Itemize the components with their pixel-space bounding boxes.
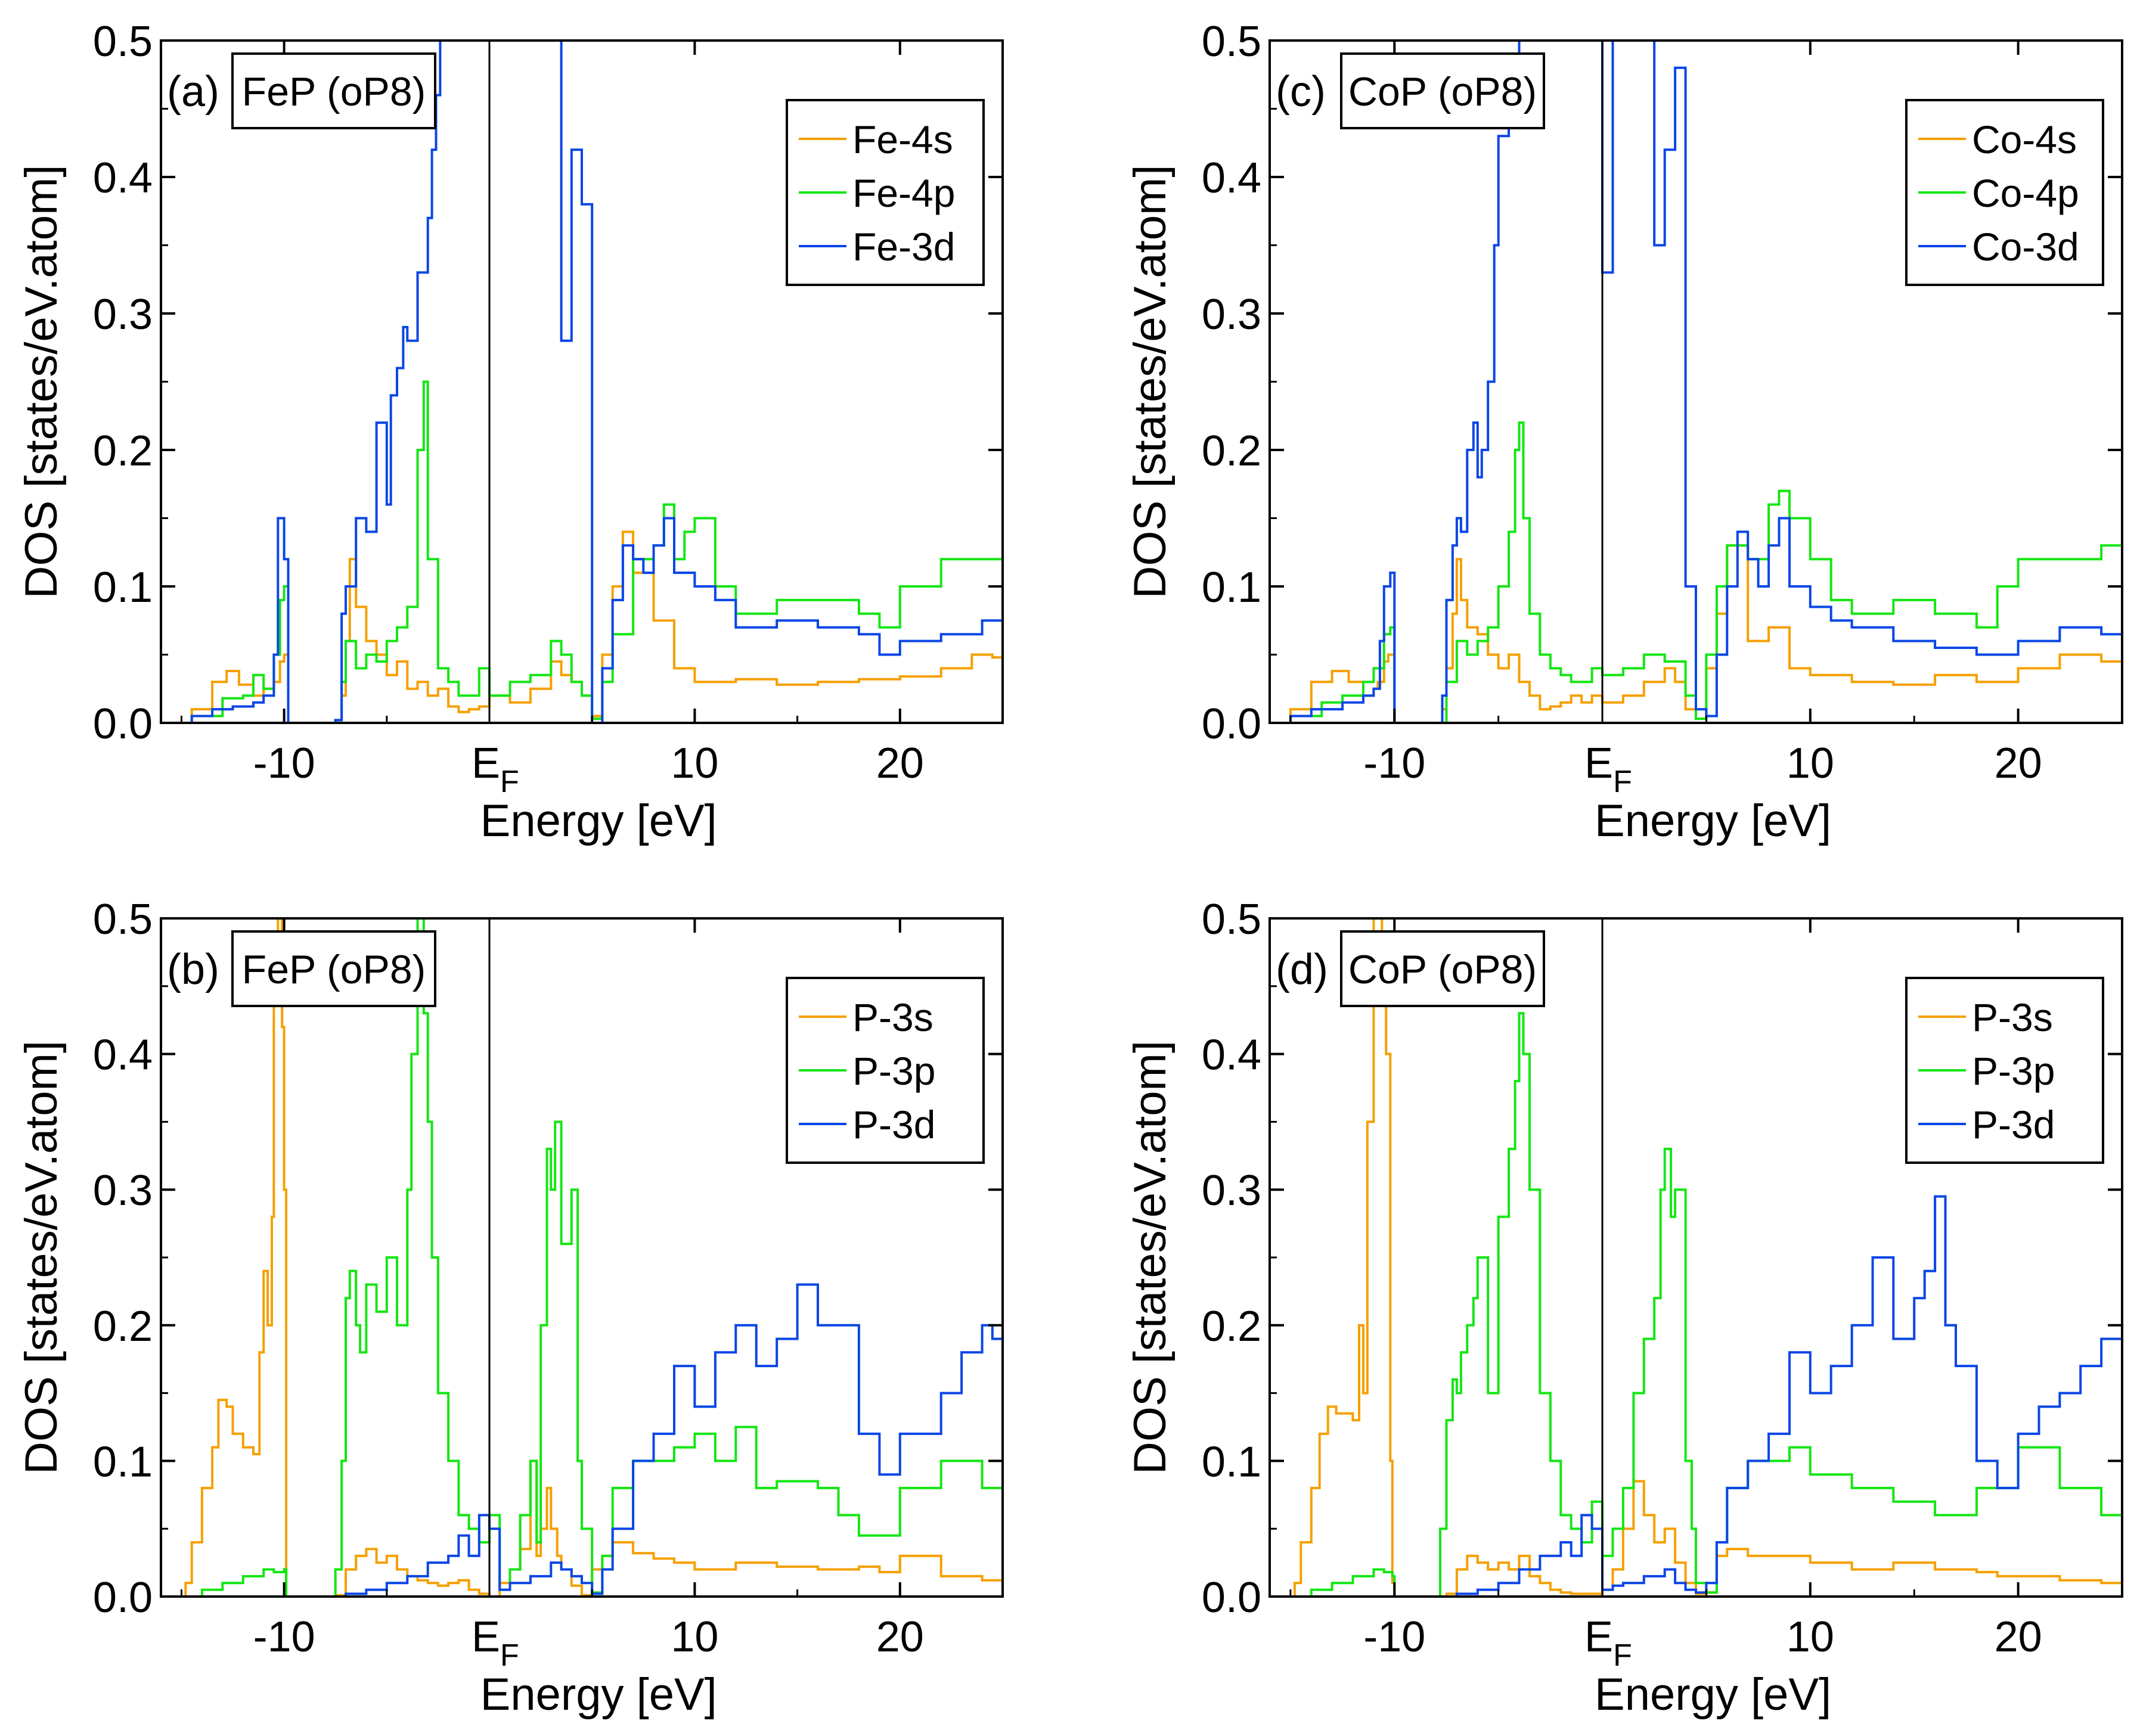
- fermi-tick-label: EF: [1584, 1613, 1632, 1673]
- panel-letter: (b): [167, 946, 219, 993]
- legend-label-p-3p: P-3p: [1972, 1049, 2055, 1093]
- y-tick-label: 0.4: [1202, 154, 1261, 202]
- y-tick-label: 0.1: [1202, 564, 1261, 611]
- y-tick-label: 0.5: [93, 896, 153, 943]
- y-axis-title: DOS [states/eV.atom]: [16, 1041, 67, 1474]
- y-tick-label: 0.2: [93, 1303, 153, 1350]
- y-tick-label: 0.5: [93, 18, 153, 66]
- panel-letter: (a): [167, 68, 219, 116]
- legend-box: [786, 977, 985, 1164]
- legend-label-p-3d: P-3d: [852, 1103, 935, 1147]
- series-line-p-3p: [1286, 1012, 2122, 1597]
- series-line-p-3s: [177, 918, 1003, 1597]
- x-tick-label: 20: [1995, 1613, 2042, 1661]
- x-axis-title: Energy [eV]: [1595, 1669, 1831, 1720]
- series-line-fe-4p: [177, 380, 1003, 723]
- x-tick-label: -10: [1363, 740, 1425, 787]
- series-line-co-4p: [1270, 421, 2122, 723]
- series-line-p-3d: [1286, 1195, 2122, 1597]
- x-tick-label: 10: [671, 1613, 718, 1661]
- series-line-p-3p: [177, 918, 1003, 1597]
- y-tick-label: 0.1: [93, 1438, 153, 1486]
- series-line-co-4s: [1270, 544, 2122, 723]
- legend-label-p-3s: P-3s: [1972, 995, 2053, 1039]
- fermi-tick-label: EF: [1584, 740, 1632, 799]
- x-tick-label: -10: [253, 740, 315, 787]
- legend-label-p-3d: P-3d: [1972, 1103, 2055, 1147]
- series-line-co-3d: [1270, 41, 2122, 723]
- y-tick-label: 0.5: [1202, 18, 1261, 66]
- legend-label-p-3p: P-3p: [852, 1049, 935, 1093]
- legend-label-p-3s: P-3s: [852, 995, 933, 1039]
- y-tick-label: 0.2: [1202, 427, 1261, 475]
- series-line-fe-3d: [177, 41, 1003, 723]
- y-tick-label: 0.3: [1202, 1167, 1261, 1215]
- compound-label-box: [1340, 930, 1545, 1007]
- y-tick-label: 0.3: [93, 291, 153, 338]
- series-line-fe-4s: [177, 530, 1003, 723]
- y-tick-label: 0.0: [1202, 700, 1261, 748]
- y-tick-label: 0.0: [93, 1574, 153, 1622]
- x-axis-title: Energy [eV]: [480, 796, 717, 846]
- x-tick-label: -10: [1363, 1613, 1425, 1661]
- legend-label-co-3d: Co-3d: [1972, 225, 2079, 269]
- legend-label-fe-3d: Fe-3d: [852, 225, 955, 269]
- series-line-p-3d: [177, 1283, 1003, 1597]
- x-tick-label: 10: [1787, 740, 1834, 787]
- y-tick-label: 0.3: [1202, 291, 1261, 338]
- y-tick-label: 0.1: [93, 564, 153, 611]
- x-tick-label: 20: [1995, 740, 2042, 787]
- fermi-tick-label: EF: [472, 740, 519, 799]
- panel-letter: (d): [1276, 946, 1328, 993]
- x-tick-label: 10: [671, 740, 718, 787]
- y-tick-label: 0.2: [1202, 1303, 1261, 1350]
- y-tick-label: 0.3: [93, 1167, 153, 1215]
- compound-label: FeP (oP8): [242, 69, 426, 114]
- compound-label: CoP (oP8): [1348, 947, 1537, 992]
- y-tick-label: 0.2: [93, 427, 153, 475]
- y-tick-label: 0.1: [1202, 1438, 1261, 1486]
- compound-label-box: [231, 930, 436, 1007]
- y-tick-label: 0.4: [1202, 1032, 1261, 1079]
- x-tick-label: 10: [1787, 1613, 1834, 1661]
- compound-label-box: [231, 52, 436, 129]
- legend-label-co-4s: Co-4s: [1972, 117, 2077, 162]
- y-axis-title: DOS [states/eV.atom]: [16, 165, 67, 599]
- x-tick-label: 20: [876, 1613, 924, 1661]
- y-tick-label: 0.0: [1202, 1574, 1261, 1622]
- compound-label: CoP (oP8): [1348, 69, 1537, 114]
- y-tick-label: 0.4: [93, 1032, 153, 1079]
- y-axis-title: DOS [states/eV.atom]: [1125, 1041, 1176, 1474]
- series-line-p-3s: [1286, 918, 2122, 1597]
- y-tick-label: 0.4: [93, 154, 153, 202]
- x-axis-title: Energy [eV]: [1595, 796, 1831, 846]
- x-tick-label: 20: [876, 740, 924, 787]
- x-axis-title: Energy [eV]: [480, 1669, 717, 1720]
- y-tick-label: 0.0: [93, 700, 153, 748]
- panel-letter: (c): [1276, 68, 1326, 116]
- compound-label-box: [1340, 52, 1545, 129]
- compound-label: FeP (oP8): [242, 947, 426, 992]
- x-tick-label: -10: [253, 1613, 315, 1661]
- legend-label-fe-4p: Fe-4p: [852, 171, 955, 215]
- fermi-tick-label: EF: [472, 1613, 519, 1673]
- legend-label-fe-4s: Fe-4s: [852, 117, 953, 162]
- y-axis-title: DOS [states/eV.atom]: [1125, 165, 1176, 599]
- legend-label-co-4p: Co-4p: [1972, 171, 2079, 215]
- y-tick-label: 0.5: [1202, 896, 1261, 943]
